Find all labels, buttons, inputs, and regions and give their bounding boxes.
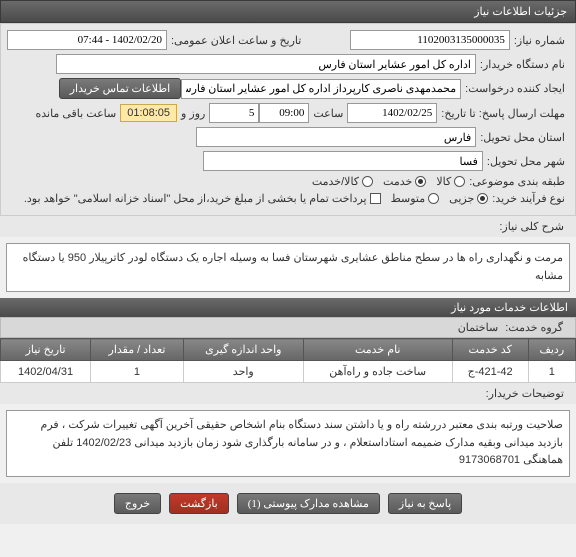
payment-note-label: پرداخت تمام یا بخشی از مبلغ خرید،از محل … — [24, 192, 367, 205]
radio-kala-khadmat[interactable]: کالا/خدمت — [312, 175, 373, 188]
buyer-notes-label: توضیحات خریدار: — [482, 387, 568, 400]
services-header: اطلاعات خدمات مورد نیاز — [0, 298, 576, 317]
radio-jozi-label: جزیی — [449, 192, 474, 205]
th-unit: واحد اندازه گیری — [183, 339, 303, 361]
footer-buttons: پاسخ به نیاز مشاهده مدارک پیوستی (1) باز… — [0, 483, 576, 524]
group-label: گروه خدمت: — [501, 322, 567, 334]
days-label: روز و — [177, 107, 209, 120]
td-idx: 1 — [528, 361, 575, 383]
announce-label: تاریخ و ساعت اعلان عمومی: — [167, 34, 305, 47]
checkbox-icon — [370, 193, 381, 204]
province-input[interactable] — [196, 127, 476, 147]
back-button[interactable]: بازگشت — [169, 493, 229, 514]
th-row: ردیف — [528, 339, 575, 361]
time-label-1: ساعت — [309, 107, 347, 120]
need-no-label: شماره نیاز: — [510, 34, 569, 47]
buyer-label: نام دستگاه خریدار: — [476, 58, 569, 71]
form-area: شماره نیاز: تاریخ و ساعت اعلان عمومی: نا… — [0, 23, 576, 216]
panel-header: جزئیات اطلاعات نیاز — [0, 0, 576, 23]
general-desc-label: شرح کلی نیاز: — [495, 220, 568, 233]
general-desc-box: مرمت و نگهداری راه ها در سطح مناطق عشایر… — [6, 243, 570, 292]
radio-dot-icon — [454, 176, 465, 187]
city-label: شهر محل تحویل: — [483, 155, 569, 168]
radio-dot-icon — [477, 193, 488, 204]
radio-dot-icon — [362, 176, 373, 187]
radio-khadmat-label: خدمت — [383, 175, 412, 188]
deadline-date-input[interactable] — [347, 103, 437, 123]
services-table: ردیف کد خدمت نام خدمت واحد اندازه گیری ت… — [0, 338, 576, 383]
radio-motevaset[interactable]: متوسط — [391, 192, 440, 205]
deadline-label: مهلت ارسال پاسخ: تا تاریخ: — [437, 107, 569, 120]
td-unit: واحد — [183, 361, 303, 383]
buyer-notes-box: صلاحیت ورتبه بندی معتبر دررشته راه و یا … — [6, 410, 570, 477]
city-input[interactable] — [203, 151, 483, 171]
table-row[interactable]: 1 421-42-ج ساخت جاده و راه‌آهن واحد 1 14… — [1, 361, 576, 383]
radio-kala-label: کالا — [436, 175, 451, 188]
contact-button[interactable]: اطلاعات تماس خریدار — [59, 78, 181, 99]
deadline-time-input[interactable] — [259, 103, 309, 123]
th-date: تاریخ نیاز — [1, 339, 91, 361]
reply-button[interactable]: پاسخ به نیاز — [388, 493, 462, 514]
th-qty: تعداد / مقدار — [91, 339, 184, 361]
group-value: ساختمان — [458, 322, 498, 334]
check-payment[interactable]: پرداخت تمام یا بخشی از مبلغ خرید،از محل … — [24, 192, 381, 205]
purchase-type-label: نوع فرآیند خرید: — [488, 192, 569, 205]
td-qty: 1 — [91, 361, 184, 383]
need-no-input[interactable] — [350, 30, 510, 50]
subject-type-label: طبقه بندی موضوعی: — [465, 175, 569, 188]
radio-kala[interactable]: کالا — [436, 175, 465, 188]
radio-khadmat[interactable]: خدمت — [383, 175, 426, 188]
td-date: 1402/04/31 — [1, 361, 91, 383]
radio-kala-khadmat-label: کالا/خدمت — [312, 175, 359, 188]
radio-jozi[interactable]: جزیی — [449, 192, 488, 205]
attachments-button[interactable]: مشاهده مدارک پیوستی (1) — [237, 493, 380, 514]
creator-input[interactable] — [181, 79, 461, 99]
buyer-input[interactable] — [56, 54, 476, 74]
radio-dot-icon — [428, 193, 439, 204]
th-code: کد خدمت — [452, 339, 528, 361]
radio-motevaset-label: متوسط — [391, 192, 426, 205]
radio-dot-icon — [415, 176, 426, 187]
announce-input[interactable] — [7, 30, 167, 50]
close-button[interactable]: خروج — [114, 493, 161, 514]
countdown-badge: 01:08:05 — [120, 104, 177, 122]
th-name: نام خدمت — [303, 339, 452, 361]
td-code: 421-42-ج — [452, 361, 528, 383]
province-label: استان محل تحویل: — [476, 131, 569, 144]
creator-label: ایجاد کننده درخواست: — [461, 82, 569, 95]
td-name: ساخت جاده و راه‌آهن — [303, 361, 452, 383]
remaining-label: ساعت باقی مانده — [31, 107, 120, 120]
days-input[interactable] — [209, 103, 259, 123]
